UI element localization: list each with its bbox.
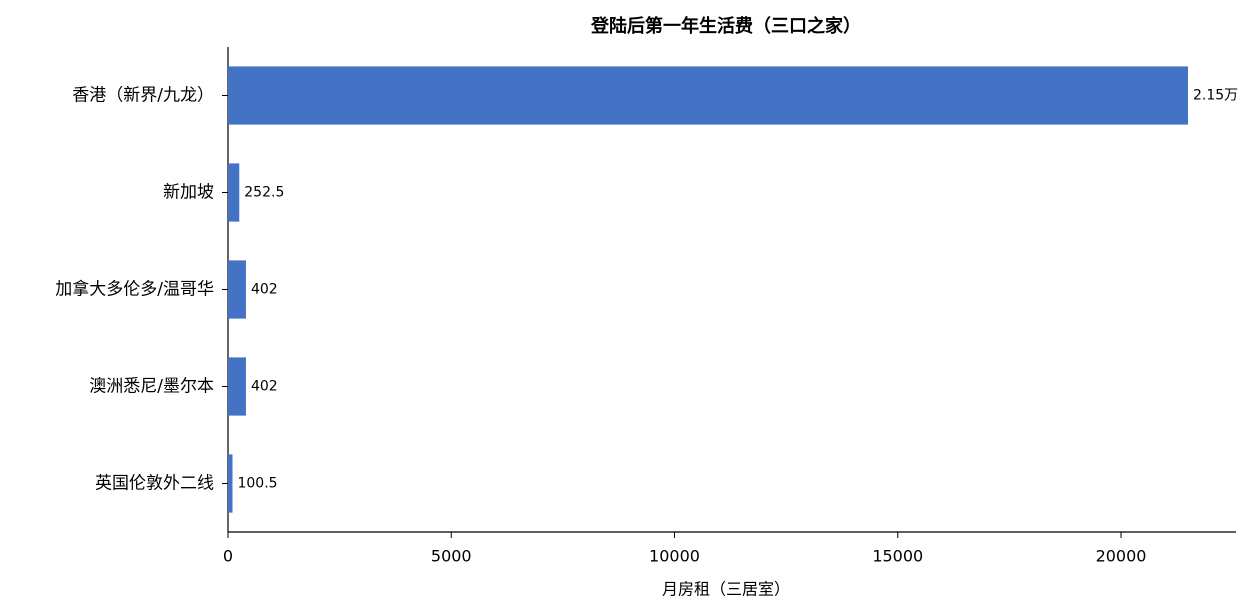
value-label: 252.5 [244, 185, 284, 201]
x-axis-label: 月房租（三居室） [662, 580, 790, 599]
y-tick-label: 香港（新界/九龙） [72, 86, 214, 106]
y-tick-label: 新加坡 [163, 183, 214, 203]
y-tick-label: 英国伦敦外二线 [95, 474, 214, 494]
chart-title: 登陆后第一年生活费（三口之家） [590, 15, 861, 37]
x-tick-label: 15000 [872, 547, 923, 566]
x-tick-label: 5000 [431, 547, 472, 566]
bar [228, 357, 246, 416]
value-label: 402 [251, 379, 278, 395]
value-label: 100.5 [237, 476, 277, 492]
bar [228, 454, 233, 513]
x-tick-label: 10000 [649, 547, 700, 566]
x-tick-label: 20000 [1096, 547, 1147, 566]
y-tick-label: 澳洲悉尼/墨尔本 [89, 377, 214, 397]
bar [228, 66, 1188, 125]
bar [228, 260, 246, 319]
value-label: 2.15万 [1193, 88, 1238, 104]
y-tick-label: 加拿大多伦多/温哥华 [55, 279, 214, 300]
bar [228, 163, 240, 222]
x-tick-label: 0 [223, 547, 233, 566]
value-label: 402 [251, 282, 278, 298]
